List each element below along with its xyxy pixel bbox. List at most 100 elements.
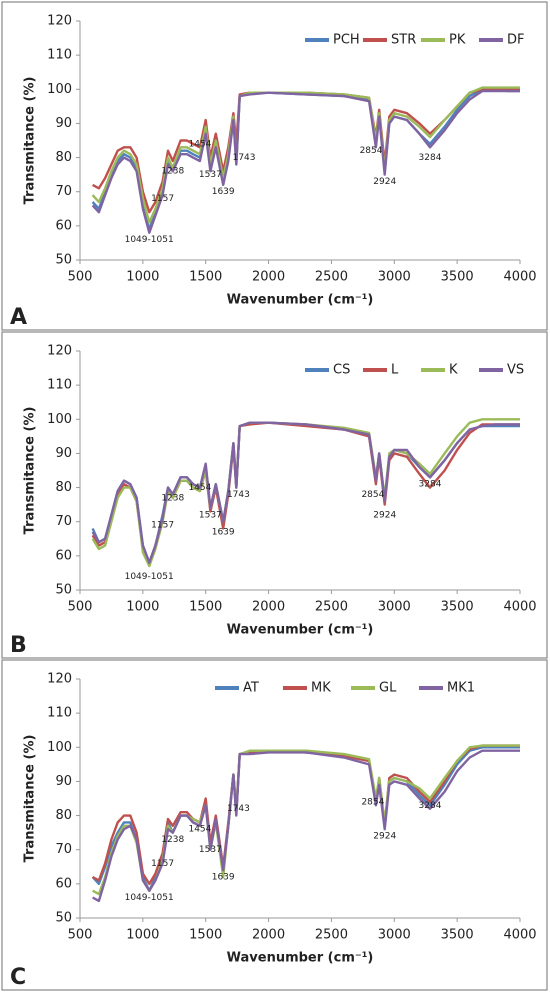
x-axis-title: Wavenumber (cm⁻¹) (227, 623, 374, 638)
peak-label: 1639 (212, 187, 235, 197)
y-axis-title: Transmitance (%) (23, 735, 38, 863)
peak-label: 1537 (199, 170, 222, 180)
y-tick-label: 80 (55, 150, 72, 165)
y-tick-label: 90 (55, 774, 72, 789)
y-tick-label: 80 (55, 480, 72, 495)
legend-label: MK (311, 681, 331, 696)
x-tick-label: 2500 (315, 270, 348, 285)
peak-label: 1157 (151, 859, 174, 869)
x-tick-label: 2500 (315, 928, 348, 943)
legend-label: VS (507, 363, 524, 378)
legend-label: STR (391, 33, 416, 48)
y-tick-label: 70 (55, 514, 72, 529)
peak-label: 3284 (419, 480, 442, 490)
x-tick-label: 2000 (252, 600, 285, 615)
x-tick-label: 1500 (189, 270, 222, 285)
peak-label: 2924 (373, 177, 396, 187)
peak-label: 2854 (361, 797, 384, 807)
x-tick-label: 500 (68, 270, 93, 285)
legend-label: CS (333, 363, 350, 378)
panel-frame (1, 1, 548, 331)
y-axis-title: Transmitance (%) (23, 407, 38, 535)
y-tick-label: 110 (47, 378, 72, 393)
peak-label: 2854 (361, 490, 384, 500)
y-tick-label: 90 (55, 446, 72, 461)
peak-label: 1743 (233, 153, 256, 163)
peak-label: 1743 (227, 804, 250, 814)
peak-label: 1238 (161, 835, 184, 845)
x-tick-label: 500 (68, 600, 93, 615)
x-axis-title: Wavenumber (cm⁻¹) (227, 293, 374, 308)
x-axis-title: Wavenumber (cm⁻¹) (227, 951, 374, 966)
peak-label: 3284 (419, 801, 442, 811)
legend-label: DF (507, 33, 525, 48)
peak-label: 2854 (360, 146, 383, 156)
peak-label: 1537 (199, 510, 222, 520)
legend-label: PK (449, 33, 466, 48)
y-tick-label: 60 (55, 876, 72, 891)
peak-label: 1743 (227, 490, 250, 500)
spectrum-line (91, 421, 520, 564)
y-axis-title: Transmitance (%) (23, 77, 38, 205)
x-tick-label: 3500 (441, 600, 474, 615)
legend-label: K (449, 363, 458, 378)
peak-label: 1238 (161, 493, 184, 503)
y-tick-label: 120 (47, 344, 72, 359)
x-tick-label: 1500 (189, 600, 222, 615)
x-tick-label: 2000 (252, 270, 285, 285)
peak-label: 1049-1051 (125, 893, 174, 903)
peak-label: 3284 (419, 153, 442, 163)
x-tick-label: 2500 (315, 600, 348, 615)
peak-label: 1454 (188, 483, 211, 493)
x-tick-label: 1000 (126, 600, 159, 615)
y-tick-label: 80 (55, 808, 72, 823)
peak-label: 1238 (161, 167, 184, 177)
panel-frame (1, 331, 548, 659)
y-tick-label: 70 (55, 184, 72, 199)
y-tick-label: 120 (47, 672, 72, 687)
peak-label: 2924 (373, 832, 396, 842)
y-tick-label: 70 (55, 842, 72, 857)
legend-label: GL (379, 681, 397, 696)
y-tick-label: 110 (47, 706, 72, 721)
x-tick-label: 3000 (378, 600, 411, 615)
x-tick-label: 3500 (441, 928, 474, 943)
x-tick-label: 1500 (189, 928, 222, 943)
y-tick-label: 90 (55, 116, 72, 131)
y-tick-label: 100 (47, 412, 72, 427)
peak-label: 1639 (212, 873, 235, 883)
y-tick-label: 60 (55, 218, 72, 233)
panel-label: B (10, 633, 27, 658)
x-tick-label: 4000 (503, 928, 536, 943)
x-tick-label: 1000 (126, 928, 159, 943)
legend-label: AT (243, 681, 259, 696)
legend-label: L (391, 363, 399, 378)
y-tick-label: 50 (55, 911, 72, 926)
y-tick-label: 50 (55, 253, 72, 268)
peak-label: 1537 (199, 845, 222, 855)
panel-label: C (10, 965, 26, 990)
peak-label: 1157 (151, 194, 174, 204)
x-tick-label: 3000 (378, 928, 411, 943)
legend-label: PCH (333, 33, 360, 48)
x-tick-label: 4000 (503, 600, 536, 615)
y-tick-label: 60 (55, 548, 72, 563)
peak-label: 1157 (151, 521, 174, 531)
y-tick-label: 50 (55, 583, 72, 598)
spectrum-line (91, 89, 520, 234)
x-tick-label: 1000 (126, 270, 159, 285)
y-tick-label: 110 (47, 48, 72, 63)
x-tick-label: 500 (68, 928, 93, 943)
x-tick-label: 3500 (441, 270, 474, 285)
peak-label: 2924 (373, 510, 396, 520)
peak-label: 1639 (212, 527, 235, 537)
peak-label: 1049-1051 (125, 235, 174, 245)
panel-label: A (10, 305, 27, 330)
legend-label: MK1 (447, 681, 475, 696)
x-tick-label: 2000 (252, 928, 285, 943)
panel-frame (1, 659, 548, 991)
spectrum-line (92, 749, 520, 903)
y-tick-label: 120 (47, 14, 72, 29)
x-tick-label: 4000 (503, 270, 536, 285)
